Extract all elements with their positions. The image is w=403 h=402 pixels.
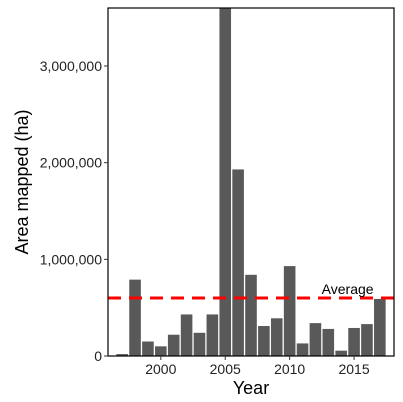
bar-1998	[129, 279, 141, 356]
bar-2014	[335, 350, 347, 356]
bar-2006	[232, 169, 244, 356]
bar-2002	[180, 314, 193, 356]
x-tick-label: 2015	[338, 361, 369, 377]
bar-2009	[270, 318, 283, 356]
x-tick-label: 2005	[210, 361, 241, 377]
bar-1997	[116, 354, 128, 356]
average-label: Average	[322, 281, 374, 297]
bar-2013	[322, 328, 335, 356]
bar-2011	[296, 343, 309, 356]
y-tick-label: 0	[94, 348, 102, 364]
bar-2004	[206, 314, 219, 356]
bar-2017	[374, 298, 386, 356]
bar-2001	[167, 334, 180, 356]
x-tick-label: 2000	[145, 361, 176, 377]
bar-1999	[142, 341, 154, 356]
plot-panel-border	[107, 7, 395, 357]
bar-2003	[193, 332, 206, 356]
bar-2000	[155, 346, 167, 356]
y-tick-label: 1,000,000	[40, 251, 102, 267]
bar-2016	[361, 324, 373, 356]
y-tick-label: 3,000,000	[40, 58, 102, 74]
bar-2010	[283, 266, 296, 356]
x-axis-title: Year	[233, 378, 269, 398]
y-axis-title: Area mapped (ha)	[12, 109, 32, 254]
bar-2015	[348, 327, 360, 356]
bar-2007	[245, 274, 257, 356]
y-axis: 0 1,000,000 2,000,000 3,000,000	[40, 58, 108, 364]
bar-2005	[219, 8, 232, 356]
x-axis: 2000 2005 2010 2015	[145, 356, 370, 377]
bars-group	[116, 8, 386, 356]
y-tick-label: 2,000,000	[40, 155, 102, 171]
x-tick-label: 2010	[274, 361, 305, 377]
bar-2008	[258, 326, 270, 356]
bar-2012	[309, 323, 322, 356]
